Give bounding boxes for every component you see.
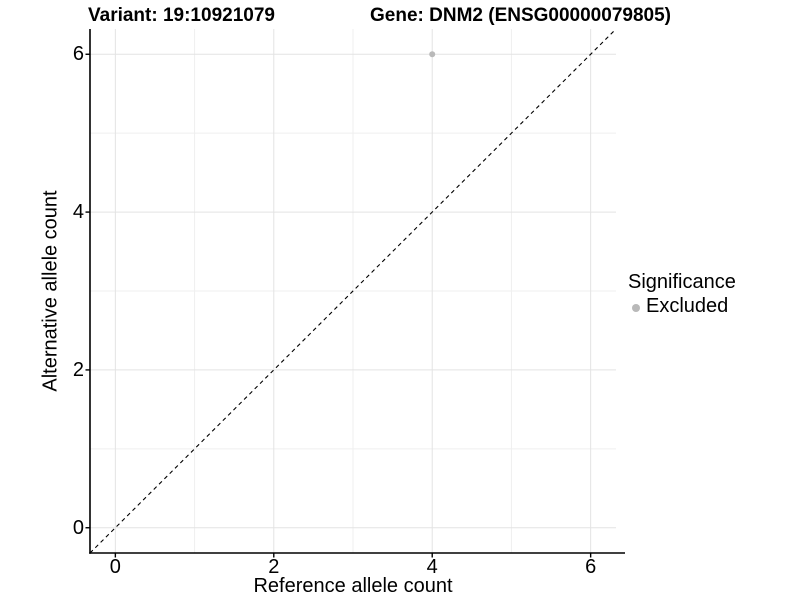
legend-key-dot-icon	[632, 303, 640, 312]
variant-title: Variant: 19:10921079	[88, 5, 275, 26]
y-tick-label: 0	[72, 516, 84, 539]
x-tick-label: 0	[109, 556, 121, 578]
data-point	[429, 51, 436, 58]
identity-dashed-line	[89, 28, 617, 554]
legend-title: Significance	[628, 271, 736, 293]
y-tick-label: 4	[72, 201, 84, 224]
x-tick-label: 6	[585, 556, 597, 578]
y-tick-label: 2	[72, 358, 84, 381]
x-tick-label: 4	[426, 556, 438, 578]
legend-item-label: Excluded	[646, 295, 729, 317]
legend-item: Excluded	[628, 295, 736, 318]
y-tick-label: 6	[72, 43, 84, 66]
x-axis-label: Reference allele count	[253, 575, 453, 597]
x-tick-label: 2	[268, 556, 280, 578]
gene-title: Gene: DNM2 (ENSG00000079805)	[370, 5, 671, 26]
legend-items: Excluded	[628, 295, 736, 318]
legend: Significance Excluded	[628, 271, 736, 318]
